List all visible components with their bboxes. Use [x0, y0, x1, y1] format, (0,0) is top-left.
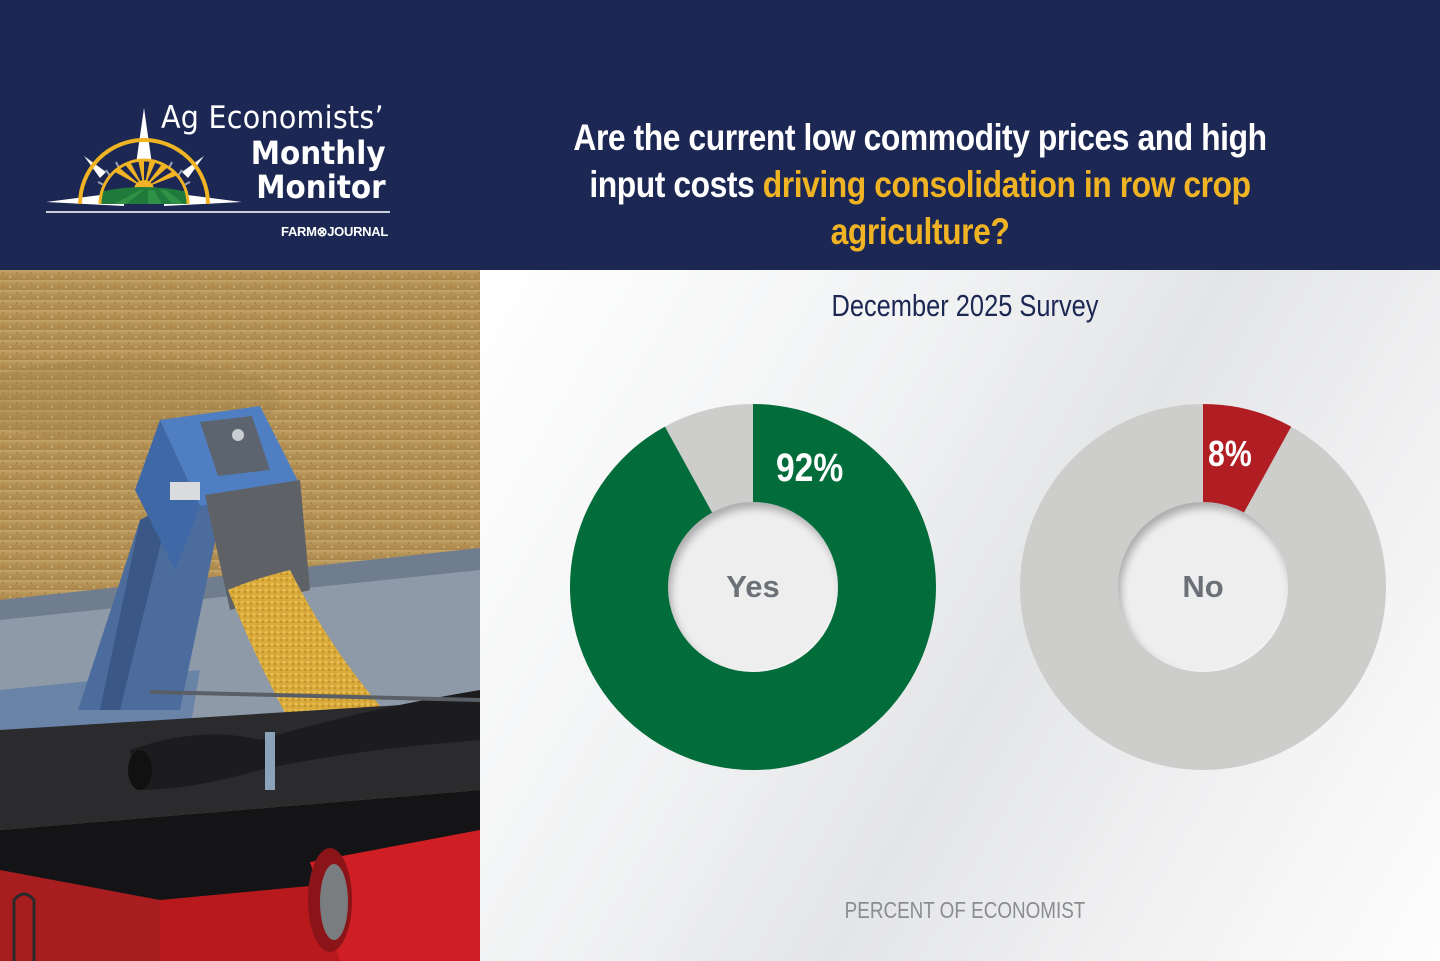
- ag-economists-monthly-monitor-logo: Ag Economists’ Monthly Monitor FARM⊗JOUR…: [44, 100, 394, 245]
- logo-line-monthly: Monthly: [251, 134, 386, 172]
- percent-value-no: 8%: [1208, 433, 1252, 474]
- survey-date-title: December 2025 Survey: [831, 288, 1099, 323]
- percent-value-yes: 92%: [776, 446, 844, 490]
- question-text: Are the current low commodity prices and…: [573, 117, 1267, 205]
- sunrise-compass-icon: [46, 108, 242, 206]
- question-highlight: driving consolidation in row crop agricu…: [762, 164, 1251, 252]
- axis-note: PERCENT OF ECONOMIST: [844, 897, 1086, 923]
- logo-line-monitor: Monitor: [256, 168, 386, 206]
- header-banner: Ag Economists’ Monthly Monitor FARM⊗JOUR…: [0, 0, 1440, 270]
- grain-cart-illustration: [0, 270, 480, 961]
- logo-divider: [46, 211, 390, 213]
- donut-center-yes: Yes: [668, 502, 838, 672]
- answer-label-yes: Yes: [726, 569, 780, 604]
- farm-journal-brand: FARM⊗JOURNAL: [281, 224, 388, 239]
- grain-auger-photo: [0, 270, 480, 961]
- donut-center-no: No: [1118, 502, 1288, 672]
- donut-chart-no: No 8%: [1020, 404, 1386, 770]
- logo-line-ag-economists: Ag Economists’: [161, 100, 384, 136]
- answer-label-no: No: [1182, 569, 1224, 604]
- donut-chart-yes: Yes 92%: [570, 404, 936, 770]
- survey-question: Are the current low commodity prices and…: [542, 114, 1299, 255]
